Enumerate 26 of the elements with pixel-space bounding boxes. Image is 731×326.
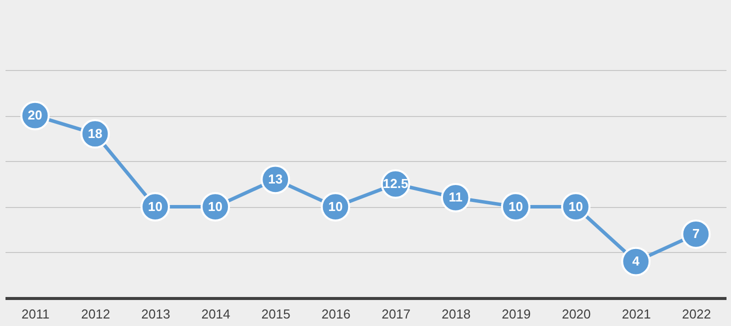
x-tick-label: 2021 (622, 306, 651, 322)
x-tick-label: 2017 (382, 306, 411, 322)
x-tick-label: 2016 (321, 306, 350, 322)
x-tick-label: 2018 (442, 306, 471, 322)
x-tick-label: 2012 (81, 306, 110, 322)
data-label: 10 (568, 198, 584, 214)
data-label: 20 (28, 108, 42, 123)
point (621, 246, 651, 276)
data-label: 11 (448, 190, 462, 205)
point (681, 219, 711, 249)
x-tick-label: 2011 (22, 306, 50, 322)
data-label: 4 (632, 254, 640, 269)
x-tick-label: 2020 (562, 306, 591, 322)
data-label: 12.5 (382, 176, 408, 191)
data-label: 10 (208, 198, 223, 214)
data-label: 13 (268, 171, 283, 186)
x-tick-label: 2015 (261, 306, 290, 322)
data-label: 10 (328, 198, 343, 214)
data-label: 7 (692, 226, 700, 242)
x-tick-label: 2014 (201, 306, 230, 322)
x-tick-label: 2013 (141, 306, 170, 322)
data-label: 18 (88, 126, 102, 141)
x-tick-label: 2022 (682, 306, 711, 322)
data-label: 10 (148, 198, 162, 214)
x-tick-label: 2019 (502, 306, 531, 322)
data-label: 10 (508, 198, 523, 214)
